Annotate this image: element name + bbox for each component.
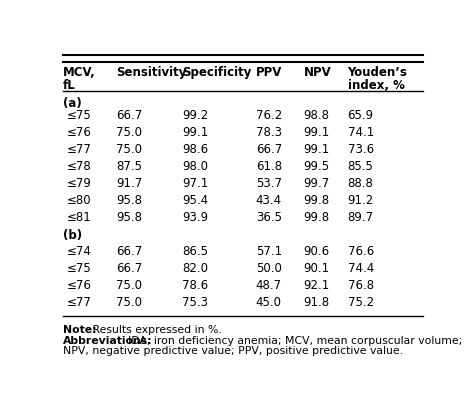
Text: 48.7: 48.7 xyxy=(256,279,282,292)
Text: 78.3: 78.3 xyxy=(256,126,282,139)
Text: 74.1: 74.1 xyxy=(347,126,374,139)
Text: ≤76: ≤76 xyxy=(66,126,91,139)
Text: Youden’s: Youden’s xyxy=(347,66,408,79)
Text: ≤81: ≤81 xyxy=(66,211,91,224)
Text: ≤77: ≤77 xyxy=(66,296,91,309)
Text: 87.5: 87.5 xyxy=(116,160,142,173)
Text: 91.2: 91.2 xyxy=(347,194,374,207)
Text: PPV: PPV xyxy=(256,66,282,79)
Text: 82.0: 82.0 xyxy=(182,262,208,275)
Text: 76.2: 76.2 xyxy=(256,109,282,122)
Text: 61.8: 61.8 xyxy=(256,160,282,173)
Text: (a): (a) xyxy=(63,97,82,110)
Text: 36.5: 36.5 xyxy=(256,211,282,224)
Text: 57.1: 57.1 xyxy=(256,245,282,258)
Text: 75.0: 75.0 xyxy=(116,296,142,309)
Text: Sensitivity: Sensitivity xyxy=(116,66,187,79)
Text: 74.4: 74.4 xyxy=(347,262,374,275)
Text: 93.9: 93.9 xyxy=(182,211,209,224)
Text: (b): (b) xyxy=(63,229,82,242)
Text: 43.4: 43.4 xyxy=(256,194,282,207)
Text: 97.1: 97.1 xyxy=(182,177,209,190)
Text: 53.7: 53.7 xyxy=(256,177,282,190)
Text: 99.1: 99.1 xyxy=(303,126,330,139)
Text: ≤75: ≤75 xyxy=(66,109,91,122)
Text: 86.5: 86.5 xyxy=(182,245,208,258)
Text: 99.8: 99.8 xyxy=(303,194,329,207)
Text: 73.6: 73.6 xyxy=(347,143,374,156)
Text: ≤75: ≤75 xyxy=(66,262,91,275)
Text: 99.1: 99.1 xyxy=(303,143,330,156)
Text: 85.5: 85.5 xyxy=(347,160,374,173)
Text: Abbreviations:: Abbreviations: xyxy=(63,336,153,346)
Text: 89.7: 89.7 xyxy=(347,211,374,224)
Text: IDA, iron deficiency anemia; MCV, mean corpuscular volume;: IDA, iron deficiency anemia; MCV, mean c… xyxy=(128,336,463,346)
Text: 91.8: 91.8 xyxy=(303,296,329,309)
Text: 66.7: 66.7 xyxy=(116,262,143,275)
Text: 65.9: 65.9 xyxy=(347,109,374,122)
Text: 99.1: 99.1 xyxy=(182,126,209,139)
Text: Specificity: Specificity xyxy=(182,66,252,79)
Text: 50.0: 50.0 xyxy=(256,262,282,275)
Text: 99.2: 99.2 xyxy=(182,109,209,122)
Text: NPV: NPV xyxy=(303,66,331,79)
Text: 76.8: 76.8 xyxy=(347,279,374,292)
Text: 91.7: 91.7 xyxy=(116,177,143,190)
Text: NPV, negative predictive value; PPV, positive predictive value.: NPV, negative predictive value; PPV, pos… xyxy=(63,346,403,356)
Text: index, %: index, % xyxy=(347,79,404,92)
Text: Results expressed in %.: Results expressed in %. xyxy=(90,325,222,335)
Text: 98.6: 98.6 xyxy=(182,143,209,156)
Text: ≤79: ≤79 xyxy=(66,177,91,190)
Text: 66.7: 66.7 xyxy=(116,245,143,258)
Text: 75.0: 75.0 xyxy=(116,126,142,139)
Text: ≤74: ≤74 xyxy=(66,245,91,258)
Text: fL: fL xyxy=(63,79,76,92)
Text: 99.8: 99.8 xyxy=(303,211,329,224)
Text: 90.1: 90.1 xyxy=(303,262,329,275)
Text: 95.8: 95.8 xyxy=(116,194,142,207)
Text: ≤80: ≤80 xyxy=(66,194,91,207)
Text: ≤78: ≤78 xyxy=(66,160,91,173)
Text: MCV,: MCV, xyxy=(63,66,96,79)
Text: 75.0: 75.0 xyxy=(116,279,142,292)
Text: 98.0: 98.0 xyxy=(182,160,208,173)
Text: 92.1: 92.1 xyxy=(303,279,330,292)
Text: 98.8: 98.8 xyxy=(303,109,329,122)
Text: ≤77: ≤77 xyxy=(66,143,91,156)
Text: 99.5: 99.5 xyxy=(303,160,329,173)
Text: 75.3: 75.3 xyxy=(182,296,208,309)
Text: ≤76: ≤76 xyxy=(66,279,91,292)
Text: 76.6: 76.6 xyxy=(347,245,374,258)
Text: 66.7: 66.7 xyxy=(116,109,143,122)
Text: 66.7: 66.7 xyxy=(256,143,282,156)
Text: 95.4: 95.4 xyxy=(182,194,209,207)
Text: 95.8: 95.8 xyxy=(116,211,142,224)
Text: 78.6: 78.6 xyxy=(182,279,209,292)
Text: 45.0: 45.0 xyxy=(256,296,282,309)
Text: 88.8: 88.8 xyxy=(347,177,374,190)
Text: 99.7: 99.7 xyxy=(303,177,330,190)
Text: 75.2: 75.2 xyxy=(347,296,374,309)
Text: 90.6: 90.6 xyxy=(303,245,329,258)
Text: 75.0: 75.0 xyxy=(116,143,142,156)
Text: Note:: Note: xyxy=(63,325,97,335)
